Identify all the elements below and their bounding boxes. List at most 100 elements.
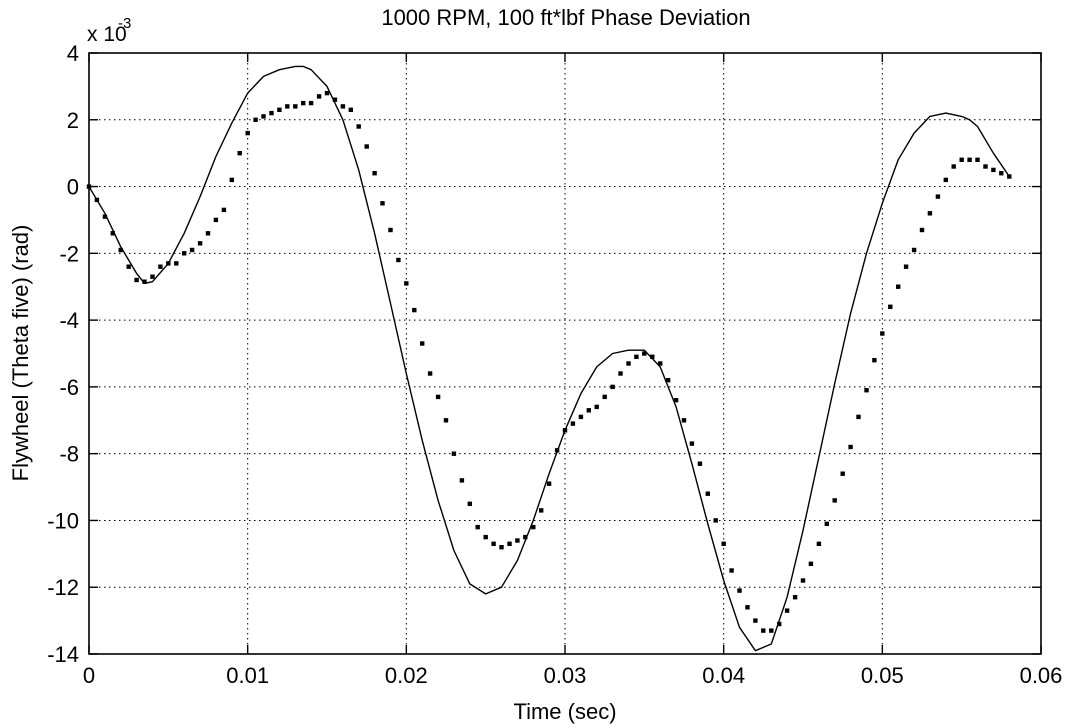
series-point-measured xyxy=(546,481,552,486)
series-group xyxy=(86,65,1012,652)
series-point-measured xyxy=(626,361,631,366)
series-point-measured xyxy=(689,441,695,446)
series-point-measured xyxy=(499,545,504,550)
series-point-measured xyxy=(610,384,615,390)
x-tick-label: 0.05 xyxy=(861,663,904,688)
series-point-measured xyxy=(182,251,187,256)
series-point-measured xyxy=(245,130,250,136)
x-tick-label: 0.04 xyxy=(702,663,745,688)
series-point-measured xyxy=(880,331,885,336)
series-point-measured xyxy=(578,414,584,420)
series-point-measured xyxy=(332,97,338,102)
series-point-measured xyxy=(451,451,457,456)
series-point-measured xyxy=(673,398,679,403)
y-multiplier-exponent: -3 xyxy=(118,15,131,32)
y-tick-label: 4 xyxy=(67,41,79,66)
series-point-measured xyxy=(800,578,806,583)
series-point-measured xyxy=(189,247,195,253)
series-point-measured xyxy=(903,264,909,269)
series-point-measured xyxy=(396,257,401,263)
series-point-measured xyxy=(142,279,147,284)
series-point-measured xyxy=(745,605,750,610)
series-point-measured xyxy=(816,541,822,546)
series-point-measured xyxy=(634,354,639,359)
series-point-measured xyxy=(253,117,258,122)
series-point-measured xyxy=(174,261,179,266)
series-point-measured xyxy=(197,241,203,246)
series-point-measured xyxy=(388,227,393,233)
y-axis-label: Flywheel (Theta five) (rad) xyxy=(8,225,33,482)
series-point-measured xyxy=(864,388,869,393)
series-point-measured xyxy=(213,217,219,223)
chart-title: 1000 RPM, 100 ft*lbf Phase Deviation xyxy=(381,5,750,30)
series-point-measured xyxy=(824,521,829,526)
series-point-measured xyxy=(94,197,100,203)
series-point-measured xyxy=(150,274,155,279)
grid xyxy=(89,53,1041,654)
series-point-measured xyxy=(959,157,964,162)
series-point-measured xyxy=(721,541,726,546)
series-point-measured xyxy=(594,404,599,410)
series-point-measured xyxy=(888,304,893,309)
y-tick-label: 0 xyxy=(67,175,79,200)
series-point-measured xyxy=(491,541,496,546)
series-point-measured xyxy=(562,428,568,433)
series-point-measured xyxy=(554,448,560,453)
series-point-measured xyxy=(523,534,528,540)
series-point-measured xyxy=(697,461,703,466)
series-point-measured xyxy=(737,588,742,593)
series-point-measured xyxy=(483,534,488,540)
series-point-measured xyxy=(126,264,131,269)
series-point-measured xyxy=(475,524,480,530)
series-point-measured xyxy=(967,157,972,162)
y-tick-label: -12 xyxy=(47,575,79,600)
series-point-measured xyxy=(110,231,115,236)
series-point-measured xyxy=(729,568,734,573)
x-axis-label: Time (sec) xyxy=(513,699,616,724)
series-point-measured xyxy=(999,171,1004,176)
y-tick-label: 2 xyxy=(67,108,79,133)
series-point-measured xyxy=(166,261,171,266)
series-point-measured xyxy=(713,518,718,523)
series-point-measured xyxy=(158,264,163,269)
y-tick-label: -8 xyxy=(59,442,79,467)
axis-ticks: 0 0.01 0.02 0.03 0.04 0.05 0.06 -14 -12 -10 -8 -6 -4… xyxy=(47,41,1062,688)
series-point-measured xyxy=(840,471,845,476)
series-point-measured xyxy=(943,177,948,183)
series-point-measured xyxy=(792,595,798,600)
series-point-measured xyxy=(975,157,980,162)
y-tick-label: -10 xyxy=(47,508,79,533)
series-point-measured xyxy=(86,184,92,189)
series-point-measured xyxy=(467,501,472,506)
series-point-measured xyxy=(681,418,687,423)
series-point-measured xyxy=(848,444,853,450)
series-point-measured xyxy=(896,284,901,289)
series-point-measured xyxy=(324,90,330,96)
series-point-measured xyxy=(237,151,242,156)
series-point-measured xyxy=(118,247,123,253)
y-tick-label: -14 xyxy=(47,642,79,667)
series-point-measured xyxy=(435,394,441,400)
x-tick-label: 0.06 xyxy=(1020,663,1063,688)
series-point-measured xyxy=(983,164,988,169)
series-point-measured xyxy=(205,231,211,236)
series-point-measured xyxy=(602,394,607,400)
series-point-measured xyxy=(515,538,520,543)
series-point-measured xyxy=(443,418,449,423)
series-point-measured xyxy=(285,104,290,109)
series-point-measured xyxy=(364,144,369,149)
x-tick-label: 0.02 xyxy=(385,663,428,688)
series-point-measured xyxy=(420,341,425,346)
series-point-measured xyxy=(348,107,353,112)
series-point-measured xyxy=(935,194,941,199)
series-point-measured xyxy=(658,361,663,366)
series-point-measured xyxy=(618,371,623,376)
series-point-measured xyxy=(856,414,861,420)
series-point-measured xyxy=(221,207,227,213)
series-point-measured xyxy=(380,201,385,206)
x-tick-label: 0.01 xyxy=(226,663,269,688)
series-point-measured xyxy=(134,277,139,283)
series-point-measured xyxy=(316,94,322,99)
